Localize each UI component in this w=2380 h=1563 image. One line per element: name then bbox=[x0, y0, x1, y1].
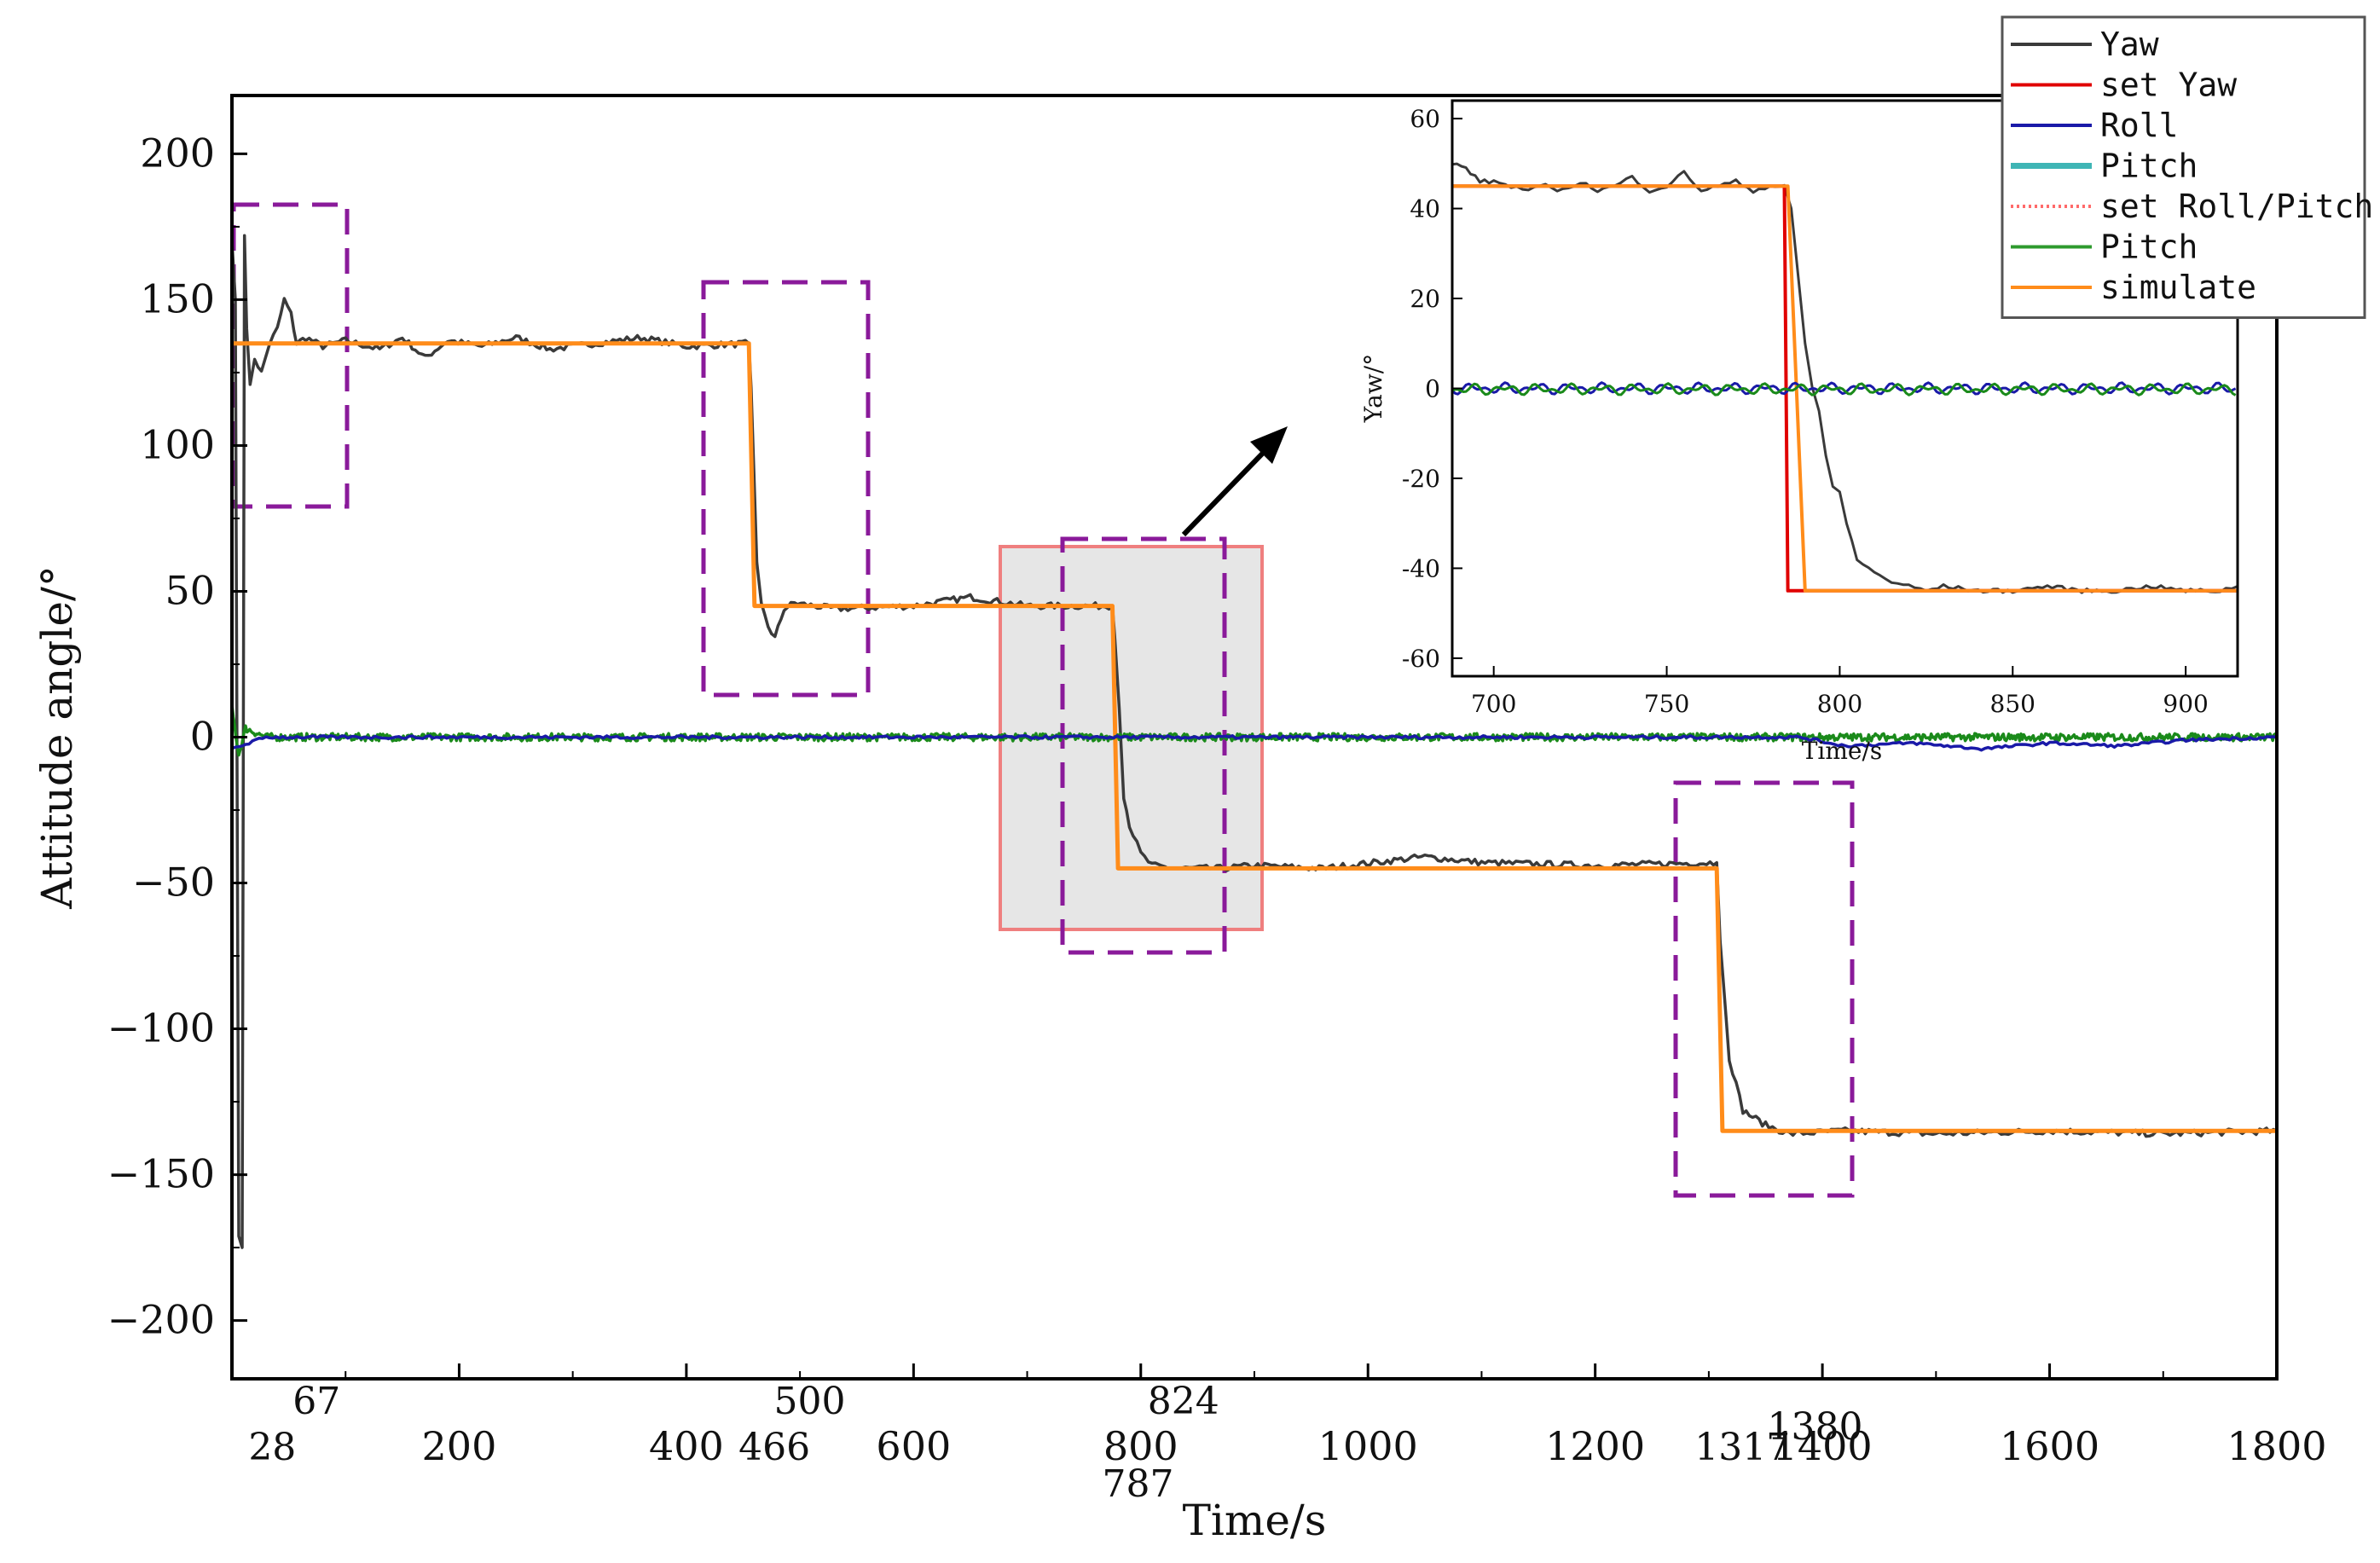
x-tick-label: 400 bbox=[649, 1423, 724, 1469]
inset-y-tick-label: -60 bbox=[1402, 645, 1440, 673]
x-tick-label: 1800 bbox=[2227, 1423, 2326, 1469]
zoom-arrow-head bbox=[1250, 426, 1288, 464]
event-label-500: 500 bbox=[773, 1380, 845, 1423]
inset-y-tick-label: -40 bbox=[1402, 554, 1440, 582]
y-tick-label: 0 bbox=[190, 714, 215, 760]
legend-label-5: Pitch bbox=[2100, 229, 2198, 266]
dashed-box-2 bbox=[701, 280, 871, 698]
legend-label-1: set Yaw bbox=[2100, 67, 2237, 104]
event-label-824: 824 bbox=[1148, 1380, 1219, 1423]
event-label-466: 466 bbox=[738, 1426, 810, 1469]
x-tick-label: 1000 bbox=[1318, 1423, 1418, 1469]
event-label-1380: 1380 bbox=[1767, 1405, 1862, 1449]
y-tick-label: 150 bbox=[140, 275, 215, 321]
inset-x-tick-label: 850 bbox=[1990, 690, 2035, 718]
event-label-28: 28 bbox=[248, 1426, 296, 1469]
inset-series-roll-line bbox=[1451, 381, 2237, 396]
inset-x-tick-label: 800 bbox=[1817, 690, 1862, 718]
main-plot: 286746650078782413171380200150100500−50−… bbox=[32, 94, 2327, 1545]
event-label-67: 67 bbox=[292, 1380, 340, 1423]
x-tick-label: 1400 bbox=[1773, 1423, 1873, 1469]
series-roll-line bbox=[231, 734, 2278, 752]
inset-y-tick-label: 40 bbox=[1410, 195, 1440, 223]
x-tick-label: 1200 bbox=[1545, 1423, 1645, 1469]
x-tick-label: 600 bbox=[876, 1423, 951, 1469]
y-tick-label: 200 bbox=[140, 130, 215, 176]
x-tick-label: 800 bbox=[1103, 1423, 1178, 1469]
y-tick-label: 50 bbox=[165, 567, 215, 613]
y-tick-label: 100 bbox=[140, 421, 215, 467]
legend-label-3: Pitch bbox=[2100, 148, 2198, 185]
inset-x-axis-label: Time/s bbox=[1802, 737, 1883, 765]
inset-x-tick-label: 700 bbox=[1471, 690, 1516, 718]
y-axis-label: Attitude angle/° bbox=[32, 565, 82, 910]
event-label-1317: 1317 bbox=[1694, 1426, 1790, 1469]
inset-series-pitch-line bbox=[1451, 382, 2237, 397]
y-tick-label: −100 bbox=[107, 1005, 215, 1051]
legend-label-2: Roll bbox=[2100, 107, 2179, 144]
inset-y-tick-label: 60 bbox=[1410, 105, 1440, 133]
event-label-787: 787 bbox=[1102, 1462, 1173, 1506]
inset-y-tick-label: 0 bbox=[1425, 375, 1440, 403]
inset-x-tick-label: 900 bbox=[2163, 690, 2208, 718]
dashed-box-4 bbox=[1673, 780, 1855, 1198]
inset-y-tick-label: 20 bbox=[1410, 285, 1440, 313]
x-tick-label: 1600 bbox=[2000, 1423, 2099, 1469]
zoom-arrow-shaft bbox=[1181, 443, 1273, 537]
inset-y-axis-label: Yaw/° bbox=[1359, 354, 1387, 423]
y-tick-label: −200 bbox=[107, 1297, 215, 1343]
legend-label-4: set Roll/Pitch bbox=[2100, 188, 2373, 225]
inset-x-tick-label: 750 bbox=[1644, 690, 1689, 718]
dashed-box-3 bbox=[1060, 536, 1227, 955]
x-tick-label: 200 bbox=[422, 1423, 497, 1469]
inset-y-tick-label: -20 bbox=[1402, 465, 1440, 493]
legend-label-0: Yaw bbox=[2100, 26, 2159, 63]
x-axis-label: Time/s bbox=[1183, 1496, 1327, 1545]
y-tick-label: −50 bbox=[132, 860, 215, 906]
legend-label-6: simulate bbox=[2100, 269, 2256, 306]
y-tick-label: −150 bbox=[107, 1151, 215, 1197]
